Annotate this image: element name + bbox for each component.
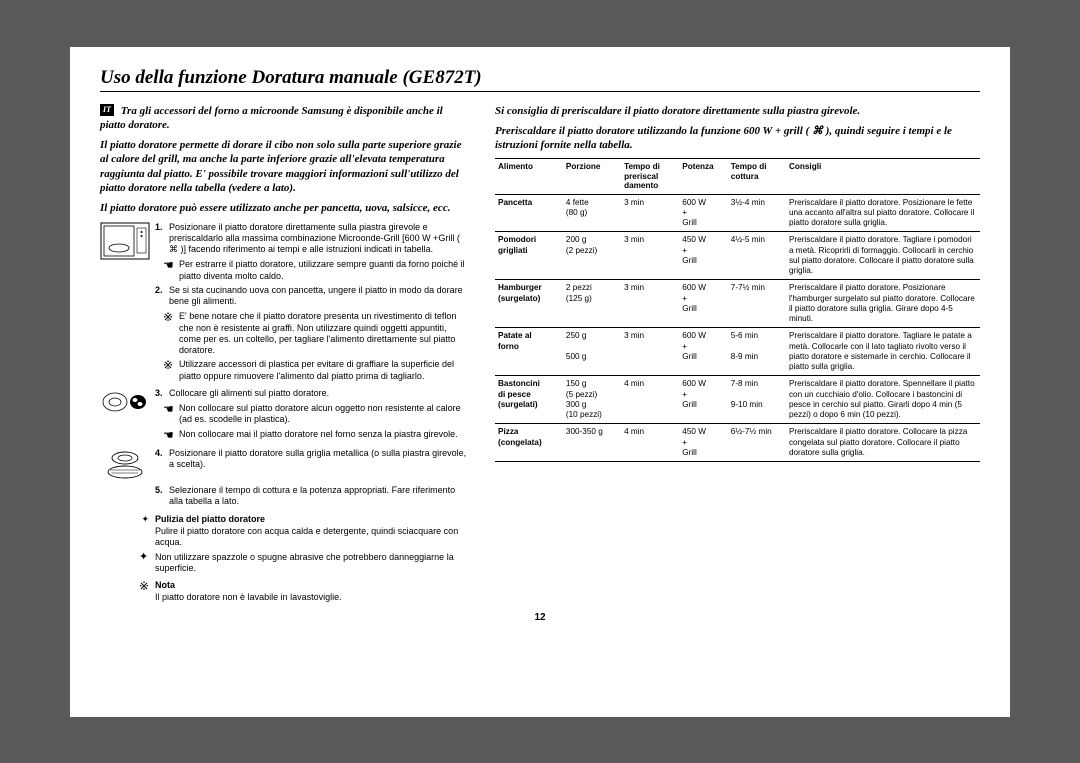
por-cell: 150 g (5 pezzi) 300 g (10 pezzi): [563, 376, 621, 424]
cooking-table: Alimento Porzione Tempo di preriscal dam…: [495, 158, 980, 462]
por-cell: 2 pezzi (125 g): [563, 280, 621, 328]
page-number: 12: [100, 612, 980, 623]
plus-icon: ✦: [139, 552, 155, 575]
pow-cell: 450 W + Grill: [679, 424, 728, 462]
table-row: Pancetta4 fette (80 g)3 min600 W + Grill…: [495, 194, 980, 232]
pre-cell: 3 min: [621, 194, 679, 232]
table-row: Hamburger(surgelato)2 pezzi (125 g)3 min…: [495, 280, 980, 328]
table-header-row: Alimento Porzione Tempo di preriscal dam…: [495, 159, 980, 194]
pre-cell: 3 min: [621, 328, 679, 376]
food-cell: Pancetta: [495, 194, 563, 232]
cleaning-heading: Pulizia del piatto doratore: [155, 514, 470, 524]
food-cell: Hamburger(surgelato): [495, 280, 563, 328]
tip-cell: Preriscaldare il piatto doratore. Taglia…: [786, 328, 980, 376]
intro-1: IT Tra gli accessori del forno a microon…: [100, 104, 470, 133]
pow-cell: 450 W + Grill: [679, 232, 728, 280]
cook-cell: 7-7½ min: [728, 280, 786, 328]
por-cell: 200 g (2 pezzi): [563, 232, 621, 280]
por-cell: 300-350 g: [563, 424, 621, 462]
hand-icon: [163, 403, 179, 426]
table-row: Pizza(congelata)300-350 g4 min450 W + Gr…: [495, 424, 980, 462]
language-badge: IT: [100, 104, 114, 116]
hand-icon: [163, 429, 179, 442]
step-1-row: 1.Posizionare il piatto doratore diretta…: [100, 222, 470, 385]
cook-cell: 4½-5 min: [728, 232, 786, 280]
right-column: Si consiglia di preriscaldare il piatto …: [495, 104, 980, 607]
food-cell: Pizza(congelata): [495, 424, 563, 462]
plate-rack-illustration: [100, 448, 155, 482]
pre-cell: 4 min: [621, 424, 679, 462]
step-3-row: 3.Collocare gli alimenti sul piatto dora…: [100, 388, 470, 445]
cook-cell: 6½-7½ min: [728, 424, 786, 462]
tip-cell: Preriscaldare il piatto doratore. Colloc…: [786, 424, 980, 462]
cook-cell: 7-8 min 9-10 min: [728, 376, 786, 424]
pre-cell: 3 min: [621, 232, 679, 280]
note-heading: Nota: [155, 580, 470, 590]
por-cell: 4 fette (80 g): [563, 194, 621, 232]
step-4-row: 4.Posizionare il piatto doratore sulla g…: [100, 448, 470, 482]
two-columns: IT Tra gli accessori del forno a microon…: [100, 104, 980, 607]
food-cell: Pomodorigrigliati: [495, 232, 563, 280]
cook-cell: 5-6 min 8-9 min: [728, 328, 786, 376]
tip-cell: Preriscaldare il piatto doratore. Posizi…: [786, 280, 980, 328]
food-cell: Bastoncinidi pesce(surgelati): [495, 376, 563, 424]
intro-3: Il piatto doratore può essere utilizzato…: [100, 201, 470, 215]
warn-icon: ※: [163, 311, 179, 356]
table-row: Pomodorigrigliati200 g (2 pezzi)3 min450…: [495, 232, 980, 280]
intro-2: Il piatto doratore permette di dorare il…: [100, 138, 470, 195]
tip-cell: Preriscaldare il piatto doratore. Posizi…: [786, 194, 980, 232]
tip-cell: Preriscaldare il piatto doratore. Spenne…: [786, 376, 980, 424]
right-intro-1: Si consiglia di preriscaldare il piatto …: [495, 104, 980, 118]
note-section: ※ Nota Il piatto doratore non è lavabile…: [100, 580, 470, 603]
table-row: Bastoncinidi pesce(surgelati)150 g (5 pe…: [495, 376, 980, 424]
plus-icon: ✦: [141, 514, 149, 524]
cook-cell: 3½-4 min: [728, 194, 786, 232]
warn-icon: ※: [139, 579, 149, 593]
food-cell: Patate alforno: [495, 328, 563, 376]
manual-page: Uso della funzione Doratura manuale (GE8…: [70, 47, 1010, 717]
hand-icon: [163, 259, 179, 282]
left-column: IT Tra gli accessori del forno a microon…: [100, 104, 470, 607]
plate-food-illustration: [100, 388, 155, 445]
pre-cell: 4 min: [621, 376, 679, 424]
pre-cell: 3 min: [621, 280, 679, 328]
cleaning-section: ✦ Pulizia del piatto doratore Pulire il …: [100, 514, 470, 577]
step-5-row: 5.Selezionare il tempo di cottura e la p…: [100, 485, 470, 512]
page-title: Uso della funzione Doratura manuale (GE8…: [100, 67, 980, 92]
table-row: Patate alforno250 g 500 g3 min600 W + Gr…: [495, 328, 980, 376]
right-intro-2: Preriscaldare il piatto doratore utilizz…: [495, 124, 980, 153]
pow-cell: 600 W + Grill: [679, 376, 728, 424]
por-cell: 250 g 500 g: [563, 328, 621, 376]
pow-cell: 600 W + Grill: [679, 328, 728, 376]
pow-cell: 600 W + Grill: [679, 280, 728, 328]
oven-illustration: [100, 222, 155, 385]
warn-icon: ※: [163, 359, 179, 382]
pow-cell: 600 W + Grill: [679, 194, 728, 232]
tip-cell: Preriscaldare il piatto doratore. Taglia…: [786, 232, 980, 280]
